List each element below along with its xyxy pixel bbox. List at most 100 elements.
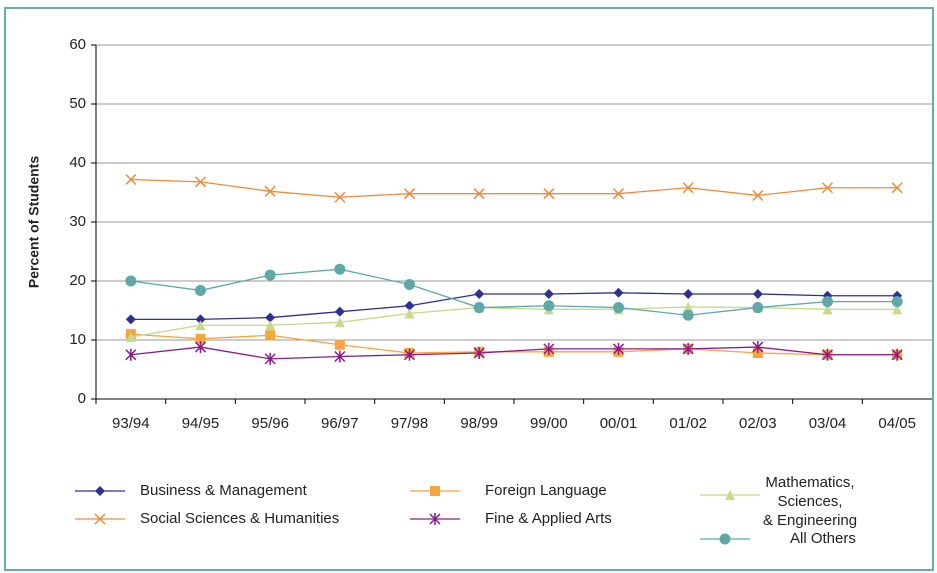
legend-label: Fine & Applied Arts	[485, 510, 612, 527]
marker	[265, 320, 276, 331]
marker	[195, 314, 206, 325]
marker	[404, 300, 415, 311]
marker	[752, 189, 764, 201]
marker	[334, 317, 345, 328]
marker	[473, 302, 485, 314]
y-tick-label: 0	[78, 390, 86, 407]
marker	[265, 330, 276, 341]
x-tick-label: 95/96	[251, 415, 289, 432]
marker	[821, 182, 834, 194]
x-tick-label: 01/02	[669, 415, 707, 432]
marker	[194, 176, 207, 188]
x-tick-label: 00/01	[600, 415, 638, 432]
legend-label: Foreign Language	[485, 482, 607, 499]
marker	[821, 348, 834, 361]
marker	[429, 513, 441, 525]
marker	[612, 188, 625, 200]
marker	[725, 490, 735, 500]
marker	[125, 348, 137, 361]
legend-label: Mathematics, Sciences, & Engineering	[763, 474, 857, 529]
marker	[822, 296, 833, 308]
y-tick-label: 40	[69, 154, 86, 171]
series-line	[130, 333, 898, 356]
marker	[195, 284, 206, 296]
marker	[891, 348, 903, 361]
legend-label: Business & Management	[140, 482, 308, 499]
marker	[195, 333, 206, 344]
x-tick-label: 98/99	[460, 415, 498, 432]
y-tick-label: 30	[69, 213, 86, 230]
series-line	[130, 306, 898, 338]
marker	[194, 341, 207, 354]
y-tick-label: 50	[69, 95, 86, 112]
marker	[752, 341, 764, 354]
marker	[264, 185, 276, 197]
marker	[403, 348, 416, 361]
marker	[612, 342, 625, 355]
marker	[752, 302, 764, 314]
series-line	[130, 346, 898, 360]
marker	[891, 182, 903, 194]
y-tick-label: 60	[69, 36, 86, 53]
marker	[683, 301, 694, 312]
x-tick-label: 03/04	[809, 415, 847, 432]
marker	[682, 309, 694, 321]
marker	[125, 173, 137, 186]
marker	[334, 191, 346, 203]
x-tick-label: 93/94	[112, 415, 150, 432]
legend-label-line: Sciences,	[777, 493, 842, 510]
marker	[404, 279, 415, 291]
x-tick-label: 04/05	[878, 415, 916, 432]
y-tick-label: 20	[69, 272, 86, 289]
marker	[473, 188, 485, 200]
marker	[543, 342, 555, 355]
x-tick-label: 02/03	[739, 415, 777, 432]
marker	[891, 296, 903, 308]
x-tick-label: 99/00	[530, 415, 568, 432]
marker	[719, 533, 731, 545]
marker	[822, 304, 833, 315]
marker	[404, 308, 415, 319]
y-tick-label: 10	[69, 331, 86, 348]
marker	[474, 288, 485, 299]
marker	[683, 288, 694, 299]
x-tick-label: 94/95	[182, 415, 220, 432]
marker	[334, 306, 345, 317]
legend-label: Social Sciences & Humanities	[140, 510, 339, 527]
marker	[95, 486, 105, 496]
marker	[125, 275, 137, 287]
marker	[125, 314, 136, 325]
marker	[334, 339, 345, 350]
marker	[195, 320, 206, 331]
frame	[4, 7, 934, 571]
marker	[543, 288, 554, 299]
marker	[125, 332, 136, 343]
marker	[264, 269, 276, 281]
marker	[682, 182, 694, 194]
marker	[543, 300, 555, 312]
marker	[682, 342, 694, 355]
marker	[334, 350, 346, 363]
marker	[613, 287, 624, 298]
series-line	[130, 178, 898, 198]
legend-label-line: Mathematics,	[765, 474, 854, 491]
series-line	[130, 292, 898, 321]
marker	[752, 288, 763, 299]
marker	[403, 188, 416, 200]
legend-label-line: & Engineering	[763, 512, 857, 529]
legend-label: All Others	[790, 530, 856, 547]
series-line	[130, 268, 898, 316]
marker	[334, 263, 346, 275]
marker	[265, 312, 276, 323]
x-tick-label: 97/98	[391, 415, 429, 432]
marker	[892, 304, 903, 315]
x-tick-label: 96/97	[321, 415, 359, 432]
marker	[473, 346, 485, 359]
marker	[94, 513, 106, 525]
marker	[543, 188, 555, 200]
y-axis-label: Percent of Students	[26, 156, 42, 288]
marker	[264, 352, 276, 365]
marker	[613, 302, 624, 314]
marker	[430, 486, 440, 496]
